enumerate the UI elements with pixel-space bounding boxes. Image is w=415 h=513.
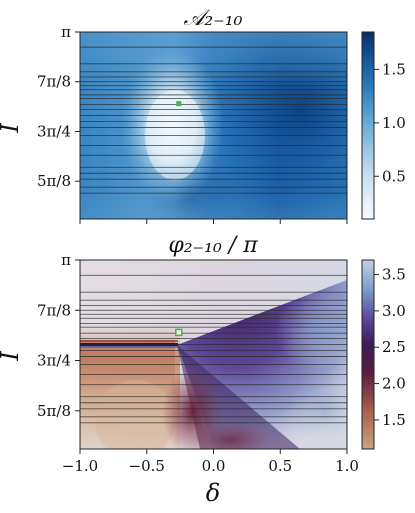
phase-hlines <box>80 274 347 424</box>
amplitude-xticks <box>79 219 348 224</box>
phase-ylabel: I <box>0 351 24 362</box>
phase-xticks: −1.0 −0.5 0.0 0.5 1.0 <box>62 449 359 475</box>
amplitude-colorbar-tick-label: 0.5 <box>382 167 406 185</box>
amplitude-ytick-label: π <box>61 23 71 41</box>
phase-xtick-label: 0.5 <box>268 457 292 475</box>
phase-marker <box>175 328 183 337</box>
amplitude-marker <box>176 101 182 107</box>
phase-xtick-label: −0.5 <box>129 457 165 475</box>
amplitude-heatmap <box>80 32 347 219</box>
phase-heatmap <box>80 260 347 449</box>
phase-yticks: π 7π/8 3π/4 5π/8 <box>37 251 80 420</box>
amplitude-ylabel: I <box>0 123 24 134</box>
phase-colorbar-tick-label: 2.0 <box>382 375 406 393</box>
phase-colorbar-tick-label: 2.5 <box>382 338 406 356</box>
amplitude-colorbar: 0.5 1.0 1.5 <box>361 31 406 220</box>
amplitude-title: 𝒜₂₋₁₀ <box>184 6 243 31</box>
phase-colorbar-tick-label: 3.0 <box>382 302 406 320</box>
amplitude-hlines <box>80 46 347 194</box>
amplitude-colorbar-tick-label: 1.0 <box>382 114 406 132</box>
phase-xtick-label: −1.0 <box>62 457 98 475</box>
phase-colorbar: 1.5 2.0 2.5 3.0 3.5 <box>361 259 406 450</box>
phase-colorbar-tick-label: 1.5 <box>382 411 406 429</box>
phase-ytick-label: π <box>61 251 71 269</box>
amplitude-ytick-label: 5π/8 <box>37 172 71 190</box>
phase-ytick-label: 7π/8 <box>37 301 71 319</box>
phase-title: φ₂₋₁₀ / π <box>168 233 258 258</box>
phase-xtick-label: 1.0 <box>335 457 359 475</box>
amplitude-ytick-label: 7π/8 <box>37 73 71 91</box>
phase-colorbar-tick-label: 3.5 <box>382 266 406 284</box>
phase-ytick-label: 5π/8 <box>37 402 71 420</box>
phase-xlabel: δ <box>206 479 220 507</box>
phase-ytick-label: 3π/4 <box>37 352 71 370</box>
phase-xtick-label: 0.0 <box>202 457 226 475</box>
amplitude-panel: π 7π/8 3π/4 5π/8 𝒜₂₋₁₀ I 0.5 1.0 1.5 <box>0 6 406 224</box>
amplitude-yticks: π 7π/8 3π/4 5π/8 <box>37 23 80 190</box>
phase-panel: π 7π/8 3π/4 5π/8 −1.0 −0.5 0.0 0.5 1.0 φ₂₋₁₀ / … <box>0 233 406 507</box>
amplitude-ytick-label: 3π/4 <box>37 122 71 140</box>
amplitude-colorbar-tick-label: 1.5 <box>382 60 406 78</box>
